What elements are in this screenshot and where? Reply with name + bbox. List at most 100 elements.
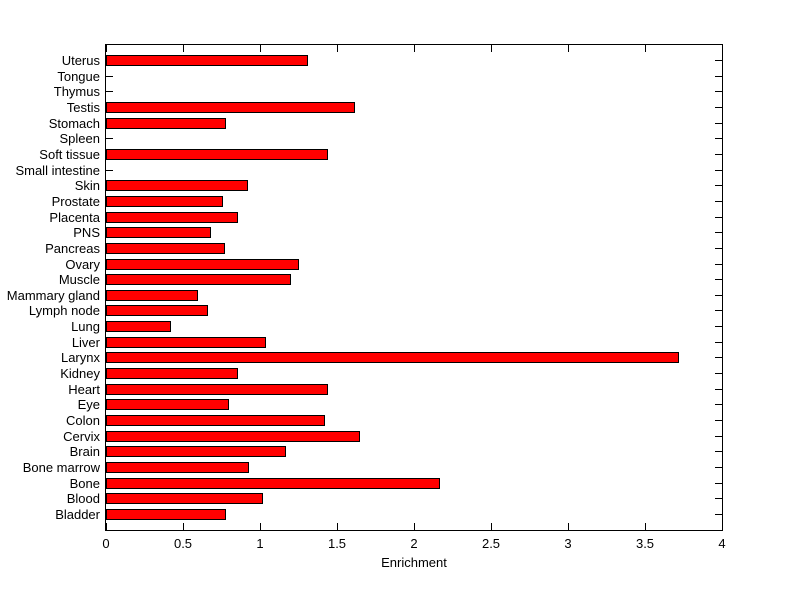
bar-uterus (106, 55, 308, 67)
x-tick-label: 2 (410, 536, 418, 551)
bar-cervix (106, 430, 361, 442)
x-tick-label: 4 (718, 536, 726, 551)
x-axis-tick-top (567, 45, 569, 52)
bar-blood (106, 493, 264, 505)
bar-prostate (106, 195, 224, 207)
x-tick-label: 1 (256, 536, 264, 551)
x-axis-tick-top (336, 45, 338, 52)
x-axis-tick-bottom (182, 523, 184, 530)
y-axis-tick-left (106, 169, 113, 171)
x-axis-tick-top (413, 45, 415, 52)
x-axis-tick-bottom (259, 523, 261, 530)
y-axis-tick-right (715, 60, 722, 62)
bar-muscle (106, 274, 291, 286)
x-axis-tick-bottom (413, 523, 415, 530)
y-tick-label: Testis (66, 100, 100, 116)
y-tick-label: Cervix (63, 428, 100, 444)
bar-brain (106, 446, 287, 458)
bar-pns (106, 227, 211, 239)
y-axis-tick-right (715, 466, 722, 468)
bar-eye (106, 399, 230, 411)
y-axis-tick-left (106, 138, 113, 140)
y-tick-label: Tongue (57, 68, 100, 84)
y-tick-label: Ovary (65, 256, 100, 272)
y-axis-tick-right (715, 435, 722, 437)
y-axis-tick-right (715, 216, 722, 218)
bar-liver (106, 336, 267, 348)
y-axis-tick-right (715, 279, 722, 281)
y-axis-tick-right (715, 326, 722, 328)
y-tick-label: Muscle (58, 272, 100, 288)
y-axis-tick-right (715, 169, 722, 171)
bar-larynx (106, 352, 679, 364)
y-axis-tick-right (715, 498, 722, 500)
y-axis-tick-right (715, 263, 722, 265)
x-axis-tick-bottom (721, 523, 723, 530)
y-tick-label: Stomach (48, 115, 100, 131)
bar-lymph-node (106, 305, 208, 317)
x-tick-label: 2.5 (481, 536, 501, 551)
x-axis-tick-bottom (105, 523, 107, 530)
y-axis-tick-right (715, 513, 722, 515)
bar-soft-tissue (106, 149, 328, 161)
y-tick-label: Thymus (53, 84, 100, 100)
y-tick-label: Larynx (60, 350, 100, 366)
y-axis-tick-left (106, 75, 113, 77)
y-tick-label: Blood (66, 491, 100, 507)
y-axis-tick-right (715, 294, 722, 296)
bar-kidney (106, 368, 239, 380)
bar-bone-marrow (106, 461, 250, 473)
y-tick-label: Colon (66, 412, 100, 428)
x-tick-label: 0.5 (173, 536, 193, 551)
y-tick-label: Bone marrow (22, 459, 100, 475)
x-axis-title: Enrichment (381, 555, 447, 570)
y-tick-label: Bladder (55, 506, 100, 522)
x-axis-tick-bottom (567, 523, 569, 530)
y-axis-tick-right (715, 200, 722, 202)
y-axis-tick-right (715, 373, 722, 375)
y-tick-label: Pancreas (45, 240, 100, 256)
bar-skin (106, 180, 248, 192)
y-axis-tick-right (715, 91, 722, 93)
y-axis-tick-right (715, 122, 722, 124)
x-axis-tick-top (721, 45, 723, 52)
y-axis-tick-right (715, 388, 722, 390)
y-tick-label: Liver (71, 334, 100, 350)
y-axis-tick-right (715, 138, 722, 140)
x-axis-tick-bottom (336, 523, 338, 530)
y-axis-tick-left (106, 91, 113, 93)
y-tick-label: Soft tissue (39, 147, 100, 163)
x-tick-label: 3 (564, 536, 572, 551)
x-tick-label: 1.5 (327, 536, 347, 551)
y-axis-tick-right (715, 154, 722, 156)
x-axis-tick-top (259, 45, 261, 52)
bar-mammary-gland (106, 289, 199, 301)
x-axis-tick-top (105, 45, 107, 52)
bar-bladder (106, 508, 227, 520)
bar-heart (106, 383, 328, 395)
bar-bone (106, 477, 441, 489)
y-tick-label: Lymph node (28, 303, 100, 319)
y-tick-label: Skin (74, 178, 100, 194)
bar-pancreas (106, 242, 225, 254)
y-axis-tick-right (715, 75, 722, 77)
bar-stomach (106, 117, 227, 129)
y-tick-label: Uterus (61, 53, 100, 69)
x-tick-label: 3.5 (635, 536, 655, 551)
y-tick-label: Prostate (51, 193, 100, 209)
y-axis-tick-right (715, 310, 722, 312)
y-tick-label: Lung (71, 319, 100, 335)
x-axis-tick-top (490, 45, 492, 52)
y-tick-label: Heart (68, 381, 100, 397)
y-axis-tick-right (715, 341, 722, 343)
bar-colon (106, 414, 325, 426)
y-tick-label: Brain (69, 444, 100, 460)
bar-ovary (106, 258, 299, 270)
y-axis-tick-right (715, 482, 722, 484)
y-tick-label: Kidney (60, 366, 100, 382)
y-tick-label: Small intestine (15, 162, 100, 178)
plot-area (105, 44, 723, 531)
y-axis-tick-right (715, 247, 722, 249)
y-axis-tick-right (715, 185, 722, 187)
